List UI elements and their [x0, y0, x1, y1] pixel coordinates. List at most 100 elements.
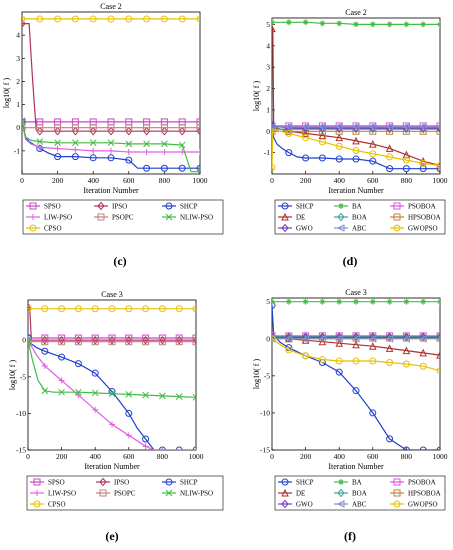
legend-marker — [29, 224, 37, 232]
plot-frame — [27, 299, 197, 451]
data-point-ba — [353, 21, 359, 28]
data-point-de — [352, 136, 360, 145]
data-point-abc — [272, 123, 276, 131]
y-tick-label: 3 — [16, 54, 20, 63]
data-point-abc — [318, 123, 326, 131]
data-point-cpso — [71, 15, 79, 23]
legend-marker — [99, 477, 107, 487]
data-point-shcp — [402, 165, 410, 173]
y-tick-label: -15 — [260, 446, 270, 455]
panel-letter: (c) — [113, 254, 126, 268]
y-tick-label: -5 — [264, 371, 270, 380]
y-tick-label: 5 — [266, 20, 270, 29]
data-point-ipso — [107, 126, 115, 136]
data-point-abc — [368, 334, 377, 343]
y-axis-label: log10( f ) — [2, 78, 11, 109]
data-point-gwo — [436, 333, 440, 342]
data-point-gwopso — [285, 346, 293, 354]
plot-frame — [271, 17, 441, 175]
legend-label: SPSO — [44, 203, 61, 211]
data-point-liw-pso — [28, 337, 31, 344]
y-tick-label: -10 — [16, 409, 26, 418]
data-point-de — [301, 129, 310, 137]
data-point-nliw-pso — [41, 387, 49, 395]
chart-title: Case 2 — [345, 8, 367, 17]
x-tick-label: 1000 — [189, 452, 204, 461]
data-point-psoboa — [436, 122, 440, 130]
series-layer — [28, 303, 196, 450]
data-point-liw-pso — [75, 392, 82, 399]
y-tick-label: 0 — [16, 123, 20, 132]
legend-label: PSOBOA — [408, 479, 436, 487]
data-point-shcp — [196, 164, 200, 172]
data-point-de — [352, 340, 360, 349]
data-point-de — [272, 24, 276, 33]
data-point-shcp — [41, 347, 49, 355]
data-point-gwopso — [386, 153, 394, 161]
chart-panel: Case 3 0 200 400 600 800 1000 -15 -10 -5 0 5 Iterati… — [252, 288, 448, 543]
data-point-cpso — [158, 305, 166, 313]
data-point-nliw-pso — [175, 393, 183, 400]
data-point-spso — [108, 334, 116, 342]
data-point-ba — [285, 298, 292, 305]
legend-marker — [33, 478, 41, 486]
legend-label: SHCP — [180, 479, 198, 487]
data-point-abc — [419, 334, 427, 343]
legend-box — [26, 475, 224, 511]
data-point-liw-pso — [143, 149, 150, 156]
data-point-shcp — [302, 154, 310, 162]
data-point-gwopso — [436, 367, 440, 375]
y-tick-label: 5 — [266, 297, 270, 306]
data-point-de — [385, 344, 394, 352]
legend-marker — [281, 202, 289, 210]
panel-letter: (e) — [105, 529, 118, 543]
data-point-gwopso — [352, 357, 360, 365]
data-point-psopc — [22, 124, 26, 132]
data-point-nliw-pso — [125, 140, 133, 148]
legend-label: BOA — [352, 214, 367, 222]
data-point-ba — [302, 298, 309, 305]
legend-marker — [165, 489, 173, 497]
x-tick-label: 0 — [270, 452, 274, 461]
legend-marker — [165, 478, 173, 486]
data-point-cpso — [58, 305, 66, 313]
legend-label: IPSO — [112, 203, 127, 211]
data-point-shcp — [419, 446, 427, 450]
x-tick-label: 600 — [367, 452, 379, 461]
data-point-liw-pso — [142, 443, 149, 450]
data-point-shcp — [352, 387, 360, 395]
legend-label: GWOPSO — [408, 225, 438, 233]
y-axis-label: log10( f ) — [8, 360, 17, 391]
data-point-abc — [335, 334, 343, 343]
data-point-gwopso — [369, 150, 377, 158]
data-point-abc — [335, 123, 343, 131]
x-tick-label: 600 — [367, 176, 379, 185]
data-point-psopc — [125, 338, 133, 346]
data-point-ipso — [160, 126, 169, 136]
data-point-liw-pso — [92, 406, 99, 413]
legend-box — [22, 199, 224, 235]
data-point-gwopso — [419, 159, 427, 167]
data-point-nliw-pso — [75, 388, 82, 396]
data-point-ipso — [196, 126, 200, 136]
legend-marker — [281, 478, 289, 486]
data-point-psopc — [89, 124, 97, 132]
data-point-gwopso — [302, 134, 310, 142]
data-point-ipso — [36, 126, 44, 136]
x-tick-label: 800 — [157, 452, 169, 461]
data-point-nliw-pso — [192, 393, 196, 401]
data-point-psopc — [160, 124, 168, 132]
y-tick-label: -5 — [20, 372, 26, 381]
data-point-de — [402, 346, 411, 355]
data-point-shcp — [369, 409, 377, 417]
data-point-shcp — [335, 368, 343, 376]
data-point-abc — [351, 334, 360, 343]
data-point-psopc — [142, 338, 150, 346]
x-tick-label: 0 — [20, 176, 24, 185]
data-point-shcp — [22, 118, 26, 126]
data-point-cpso — [41, 305, 49, 313]
data-point-ba — [319, 20, 326, 27]
data-point-psopc — [125, 124, 133, 132]
y-tick-label: -1 — [264, 148, 270, 157]
data-point-hpsoboa — [272, 127, 276, 135]
